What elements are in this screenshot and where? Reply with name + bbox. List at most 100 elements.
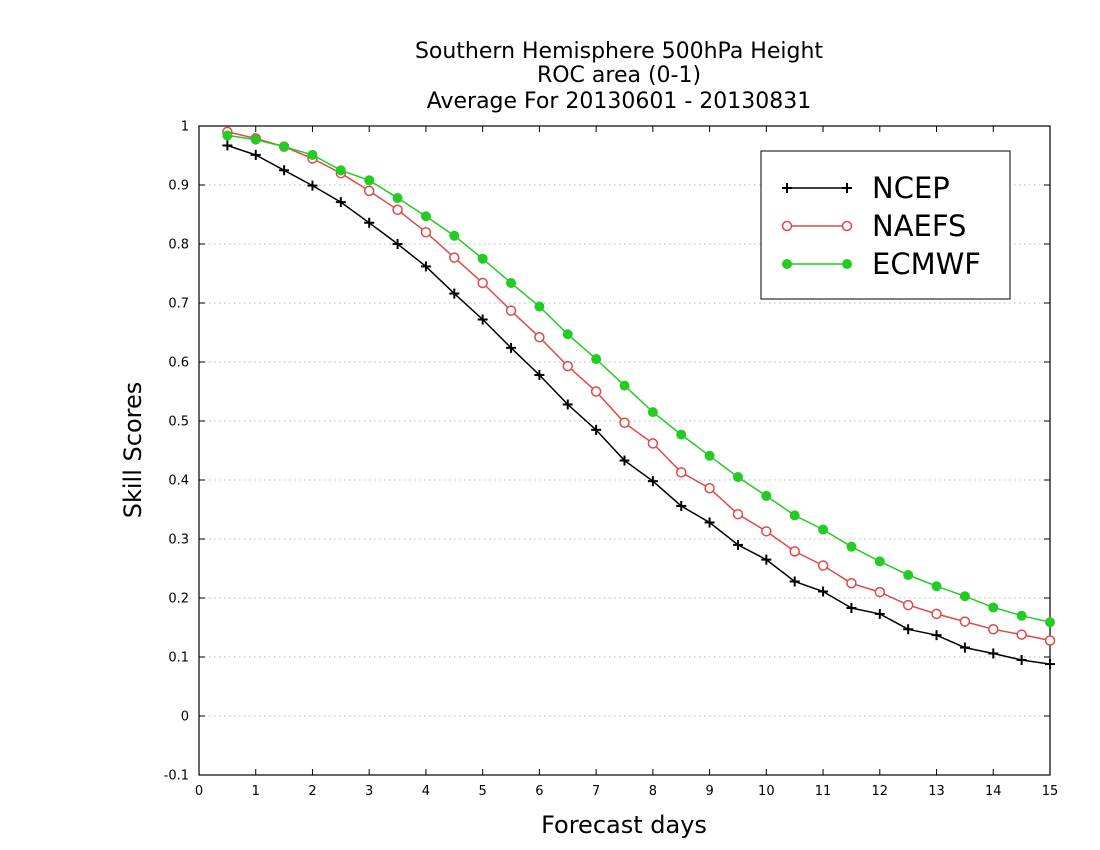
chart-title-line-3: Average For 20130601 - 20130831: [427, 89, 812, 114]
y-tick-label: 0.8: [168, 238, 189, 253]
x-tick-label: 7: [592, 784, 600, 799]
data-point-ncep: [959, 642, 970, 653]
data-point-naefs: [874, 586, 886, 598]
data-point-naefs: [477, 277, 488, 289]
series-naefs: [222, 126, 1056, 646]
data-point-ncep: [761, 554, 772, 565]
legend-marker-ncep: [782, 183, 792, 193]
legend-marker-ncep: [842, 183, 852, 193]
data-point-ncep: [647, 476, 658, 487]
data-point-ecmwf: [250, 134, 261, 145]
data-point-ecmwf: [704, 450, 715, 461]
data-point-ecmwf: [562, 329, 573, 340]
x-tick-label: 15: [1042, 784, 1059, 799]
legend-marker-naefs: [781, 220, 793, 232]
y-tick-label: 0.2: [168, 592, 189, 607]
data-point-naefs: [647, 438, 659, 449]
data-point-ncep: [818, 586, 829, 597]
data-point-ecmwf: [477, 253, 488, 264]
data-point-ecmwf: [903, 569, 914, 580]
legend-marker-naefs: [841, 220, 853, 232]
data-point-ecmwf: [846, 541, 857, 552]
data-point-ecmwf: [818, 524, 829, 535]
data-point-ecmwf: [364, 175, 375, 186]
x-axis-label: Forecast days: [541, 811, 707, 839]
data-point-naefs: [534, 331, 545, 343]
data-point-naefs: [1044, 635, 1056, 646]
data-point-ncep: [420, 261, 431, 272]
data-point-naefs: [392, 204, 403, 216]
data-point-naefs: [789, 546, 800, 557]
data-point-ecmwf: [761, 490, 772, 501]
data-point-naefs: [363, 185, 375, 197]
data-point-naefs: [704, 483, 715, 494]
data-point-naefs: [505, 305, 517, 316]
y-tick-label: 1: [181, 120, 189, 135]
x-tick-label: 4: [422, 784, 430, 799]
y-tick-label: 0.4: [168, 474, 189, 489]
data-point-naefs: [562, 360, 574, 372]
data-point-ecmwf: [449, 230, 460, 241]
data-point-ecmwf: [732, 472, 743, 483]
x-tick-label: 13: [928, 784, 945, 799]
data-point-ecmwf: [534, 301, 545, 312]
x-tick-label: 14: [985, 784, 1002, 799]
data-point-naefs: [619, 417, 630, 429]
data-point-ncep: [1045, 659, 1055, 670]
data-point-ncep: [506, 342, 517, 353]
data-point-naefs: [732, 508, 744, 520]
x-tick-label: 1: [252, 784, 260, 799]
data-point-ecmwf: [988, 602, 999, 613]
data-point-naefs: [675, 467, 687, 478]
data-point-ncep: [307, 180, 318, 191]
data-point-ncep: [874, 608, 885, 619]
x-tick-label: 2: [308, 784, 316, 799]
series-ecmwf: [222, 130, 1055, 628]
y-tick-label: 0.3: [168, 533, 189, 548]
chart-title: Southern Hemisphere 500hPa Height ROC ar…: [415, 39, 823, 114]
legend-item-naefs: NAEFS: [781, 209, 966, 243]
data-point-naefs: [761, 526, 772, 537]
data-point-ecmwf: [1016, 610, 1027, 621]
data-point-ncep: [279, 165, 290, 176]
data-point-naefs: [817, 560, 829, 571]
legend-label-ncep: NCEP: [872, 171, 950, 205]
data-point-ncep: [364, 217, 375, 228]
data-point-ncep: [903, 624, 914, 635]
data-point-naefs: [420, 226, 432, 238]
data-point-ncep: [704, 517, 715, 528]
y-tick-label: -0.1: [164, 769, 189, 784]
x-tick-label: 5: [479, 784, 487, 799]
data-point-naefs: [959, 616, 971, 627]
x-tick-label: 0: [195, 784, 203, 799]
x-axis: 0 1 2 3 4 5 6 7 8 9 10 11 12 13 14 15: [195, 126, 1058, 799]
data-point-ncep: [732, 539, 743, 550]
x-tick-label: 3: [365, 784, 373, 799]
data-point-ecmwf: [307, 149, 318, 160]
plot-frame: [198, 125, 1051, 776]
data-point-ncep: [619, 455, 630, 466]
data-point-ecmwf: [420, 211, 431, 222]
data-point-ncep: [562, 399, 573, 410]
x-tick-label: 11: [815, 784, 832, 799]
x-tick-label: 9: [705, 784, 713, 799]
series-line-ncep: [227, 144, 1051, 665]
legend-label-ecmwf: ECMWF: [872, 247, 981, 281]
legend-item-ecmwf: ECMWF: [782, 247, 981, 281]
x-tick-label: 10: [758, 784, 775, 799]
data-point-ncep: [1016, 654, 1027, 665]
data-point-naefs: [902, 599, 914, 611]
y-tick-label: 0.5: [168, 415, 189, 430]
x-tick-label: 8: [649, 784, 657, 799]
data-point-ncep: [676, 500, 687, 511]
legend-box: [760, 150, 1011, 300]
data-point-ecmwf: [676, 429, 687, 440]
x-tick-label: 12: [872, 784, 889, 799]
data-point-ncep: [449, 288, 460, 299]
chart-title-line-1: Southern Hemisphere 500hPa Height: [415, 39, 823, 64]
x-tick-label: 6: [535, 784, 543, 799]
data-point-ncep: [250, 149, 261, 160]
data-point-ncep: [222, 140, 233, 151]
y-tick-label: 0.6: [168, 356, 189, 371]
data-point-ncep: [335, 197, 346, 208]
